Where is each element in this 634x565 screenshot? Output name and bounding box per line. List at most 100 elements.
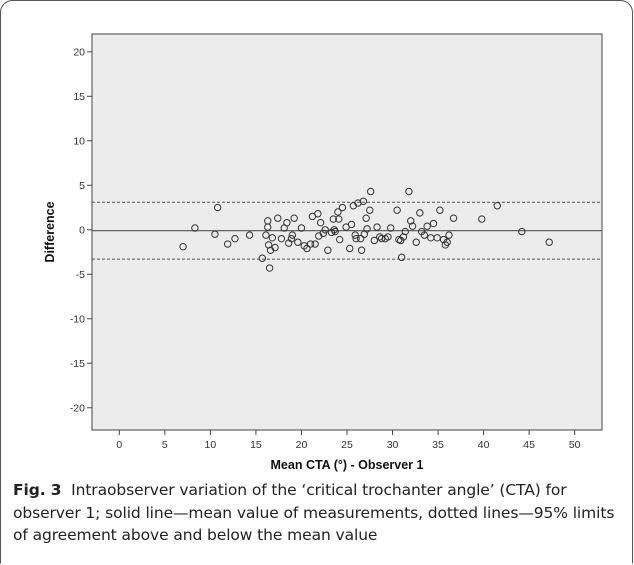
data-point xyxy=(518,227,526,236)
data-point xyxy=(324,246,332,254)
data-point xyxy=(290,214,298,222)
data-point xyxy=(283,218,291,227)
y-tick-label: -5 xyxy=(76,269,85,281)
data-point xyxy=(493,202,501,210)
plot-area xyxy=(91,33,603,431)
data-point xyxy=(363,225,371,233)
data-point xyxy=(316,218,325,227)
data-point xyxy=(335,215,343,223)
x-tick-label: 20 xyxy=(296,439,308,451)
data-point xyxy=(303,244,311,253)
data-point xyxy=(423,222,431,230)
figure-label: Fig. 3 xyxy=(13,481,62,499)
data-point xyxy=(478,215,486,223)
data-point xyxy=(347,220,356,229)
x-tick-label: 0 xyxy=(116,439,122,451)
data-point xyxy=(399,233,408,241)
data-point xyxy=(338,203,347,212)
data-point xyxy=(384,233,392,241)
x-tick-label: 40 xyxy=(478,439,490,451)
x-tick-label: 5 xyxy=(162,439,168,451)
x-axis: 0 5 10 15 20 25 30 35 40 45 50 xyxy=(116,430,581,451)
data-point xyxy=(314,210,322,218)
figure-caption: Fig. 3 Intraobserver variation of the ‘c… xyxy=(13,479,625,547)
data-point xyxy=(373,223,381,231)
data-point xyxy=(405,187,413,196)
data-point xyxy=(231,234,239,243)
data-point xyxy=(329,215,338,223)
data-point xyxy=(258,254,267,262)
data-points xyxy=(179,187,553,272)
data-point xyxy=(319,229,328,238)
data-point xyxy=(445,231,453,239)
data-point xyxy=(370,236,379,245)
data-point xyxy=(306,240,315,248)
data-point xyxy=(346,244,354,253)
data-point xyxy=(407,217,415,225)
x-axis-label: Mean CTA (°) - Observer 1 xyxy=(271,458,424,472)
data-point xyxy=(357,246,366,254)
data-point xyxy=(545,238,553,246)
data-point xyxy=(351,231,359,239)
data-point xyxy=(271,243,279,252)
data-point xyxy=(288,231,297,239)
data-point xyxy=(264,223,272,231)
data-point xyxy=(336,235,344,244)
data-point xyxy=(264,241,273,249)
x-tick-label: 45 xyxy=(523,439,535,451)
data-point xyxy=(356,234,365,243)
data-point xyxy=(393,206,401,214)
data-point xyxy=(179,242,187,251)
x-tick-label: 15 xyxy=(250,439,262,451)
data-point xyxy=(408,222,417,230)
data-point xyxy=(245,231,254,239)
data-point xyxy=(387,224,395,232)
y-tick-label: -20 xyxy=(70,402,85,414)
data-point xyxy=(277,234,286,243)
caption-text: Intraobserver variation of the ‘critical… xyxy=(13,481,615,544)
data-point xyxy=(443,238,451,246)
data-point xyxy=(297,224,306,232)
data-point xyxy=(331,227,339,236)
data-point xyxy=(366,187,375,196)
data-point xyxy=(294,238,302,246)
data-point xyxy=(274,214,282,222)
data-point xyxy=(268,234,277,242)
data-point xyxy=(334,208,342,216)
data-point xyxy=(223,240,232,248)
data-point xyxy=(321,226,329,234)
y-tick-label: 0 xyxy=(79,224,85,236)
data-point xyxy=(352,234,360,243)
data-point xyxy=(397,253,406,262)
data-point xyxy=(366,206,374,214)
data-point xyxy=(213,203,222,212)
y-tick-label: 5 xyxy=(79,180,85,192)
x-tick-label: 25 xyxy=(341,439,353,451)
y-tick-label: -10 xyxy=(70,313,85,325)
x-tick-label: 10 xyxy=(205,439,217,451)
data-point xyxy=(311,240,319,248)
x-tick-label: 30 xyxy=(387,439,399,451)
data-point xyxy=(436,206,444,214)
y-tick-label: 15 xyxy=(73,91,85,103)
y-tick-label: 10 xyxy=(73,135,85,147)
data-point xyxy=(412,238,420,246)
data-point xyxy=(420,231,429,239)
y-axis: 20 15 10 5 0 -5 -10 -15 -20 xyxy=(70,46,92,414)
data-point xyxy=(211,230,219,238)
data-point xyxy=(359,197,368,205)
data-point xyxy=(416,209,424,217)
y-tick-label: 20 xyxy=(73,46,85,58)
data-point xyxy=(265,264,274,272)
data-point xyxy=(401,227,409,236)
x-tick-label: 35 xyxy=(432,439,444,451)
data-point xyxy=(262,231,270,239)
y-tick-label: -15 xyxy=(70,358,85,370)
y-axis-label: Difference xyxy=(43,201,57,262)
data-point xyxy=(429,219,438,228)
x-tick-label: 50 xyxy=(569,439,581,451)
data-point xyxy=(191,224,199,232)
data-point xyxy=(449,214,458,222)
